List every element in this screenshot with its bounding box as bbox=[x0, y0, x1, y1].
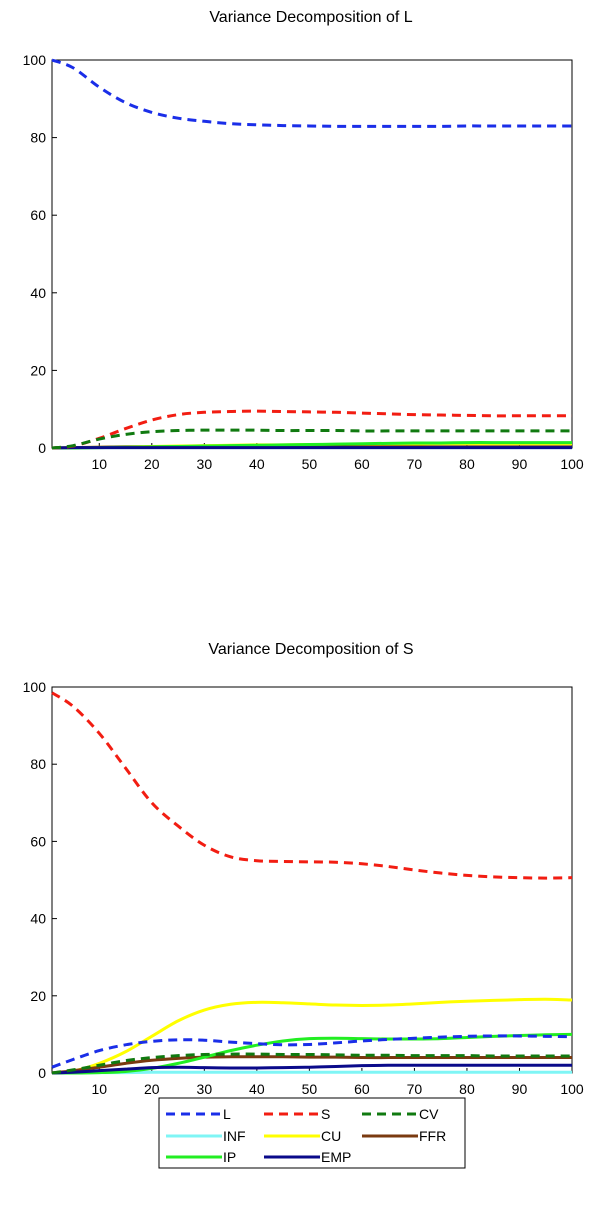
series-line-s bbox=[51, 409, 572, 450]
series-line-l bbox=[51, 1034, 573, 1069]
series-line-cu bbox=[51, 997, 573, 1075]
y-tick-label: 40 bbox=[30, 911, 46, 927]
x-tick-label: 100 bbox=[560, 456, 584, 472]
legend-label-s: S bbox=[321, 1106, 330, 1122]
chart-variance-decomposition-l: Variance Decomposition of L 0 20 40 60 80 100… bbox=[23, 9, 584, 472]
legend-label-emp: EMP bbox=[321, 1149, 351, 1165]
x-tick-label: 80 bbox=[459, 456, 475, 472]
chart-title: Variance Decomposition of S bbox=[208, 641, 413, 658]
plot-area: 0 20 40 60 80 100 10 20 30 40 50 60 70 80 90 100 bbox=[23, 679, 584, 1097]
y-tick-label: 20 bbox=[30, 362, 46, 378]
y-tick-label: 40 bbox=[30, 285, 46, 301]
x-tick-label: 80 bbox=[459, 1081, 475, 1097]
x-tick-label: 10 bbox=[91, 1081, 107, 1097]
series-line-s bbox=[51, 691, 573, 880]
y-tick-label: 0 bbox=[38, 440, 46, 456]
y-tick-label: 60 bbox=[30, 207, 46, 223]
series-line-inf bbox=[51, 1070, 572, 1075]
y-tick-label: 80 bbox=[30, 130, 46, 146]
y-tick-label: 20 bbox=[30, 988, 46, 1004]
x-tick-label: 60 bbox=[354, 1081, 370, 1097]
series-line-ffr bbox=[51, 1055, 572, 1075]
y-tick-label: 100 bbox=[23, 679, 47, 695]
legend-label-l: L bbox=[223, 1106, 231, 1122]
x-tick-label: 100 bbox=[560, 1081, 584, 1097]
x-tick-label: 90 bbox=[512, 456, 528, 472]
x-tick-label: 40 bbox=[249, 1081, 265, 1097]
plot-frame bbox=[51, 59, 573, 449]
legend-label-ip: IP bbox=[223, 1149, 236, 1165]
legend-label-inf: INF bbox=[223, 1128, 246, 1144]
x-tick-label: 30 bbox=[197, 1081, 213, 1097]
x-tick-label: 10 bbox=[91, 456, 107, 472]
chart-legend: L S CV INF CU FFR IP EMP bbox=[158, 1097, 466, 1169]
x-tick-label: 40 bbox=[249, 456, 265, 472]
x-tick-label: 60 bbox=[354, 456, 370, 472]
legend-label-cu: CU bbox=[321, 1128, 341, 1144]
y-tick-label: 60 bbox=[30, 833, 46, 849]
x-tick-label: 90 bbox=[512, 1081, 528, 1097]
legend-label-cv: CV bbox=[419, 1106, 439, 1122]
series-line-cv bbox=[51, 428, 572, 450]
series-line-cv bbox=[51, 1052, 572, 1075]
x-tick-label: 20 bbox=[144, 1081, 160, 1097]
x-tick-label: 20 bbox=[144, 456, 160, 472]
x-tick-label: 30 bbox=[197, 456, 213, 472]
series-line-l bbox=[51, 58, 572, 128]
x-tick-label: 50 bbox=[302, 456, 318, 472]
series-line-emp bbox=[51, 1063, 572, 1075]
x-tick-label: 70 bbox=[407, 456, 423, 472]
chart-title: Variance Decomposition of L bbox=[209, 9, 412, 26]
y-tick-label: 100 bbox=[23, 52, 47, 68]
legend-frame bbox=[158, 1097, 466, 1169]
plot-frame bbox=[51, 686, 573, 1074]
legend-label-ffr: FFR bbox=[419, 1128, 446, 1144]
y-tick-label: 0 bbox=[38, 1065, 46, 1081]
x-tick-label: 70 bbox=[407, 1081, 423, 1097]
x-tick-label: 50 bbox=[302, 1081, 318, 1097]
y-tick-label: 80 bbox=[30, 756, 46, 772]
chart-variance-decomposition-s: Variance Decomposition of S 0 20 40 60 80 100… bbox=[23, 641, 584, 1097]
plot-area: 0 20 40 60 80 100 10 20 30 40 50 60 70 80 90 100 bbox=[23, 52, 584, 472]
